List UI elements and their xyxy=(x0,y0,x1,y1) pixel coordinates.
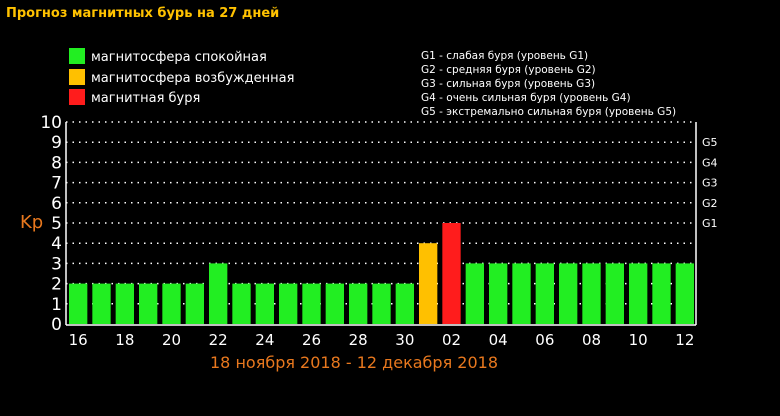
bar xyxy=(489,263,508,324)
legend-swatch-quiet xyxy=(69,48,85,64)
legend-label-quiet: магнитосфера спокойная xyxy=(91,50,267,65)
bar xyxy=(559,263,578,324)
legend-swatch-active xyxy=(69,69,85,85)
g-legend-g3: G3 - сильная буря (уровень G3) xyxy=(421,78,595,90)
y-tick-label: 7 xyxy=(51,174,62,194)
bar xyxy=(675,263,694,324)
bar xyxy=(162,283,181,324)
g-scale-legend: G1 - слабая буря (уровень G1) G2 - средн… xyxy=(421,50,676,118)
g-legend-g2: G2 - средняя буря (уровень G2) xyxy=(421,64,596,76)
g-level-label: G3 xyxy=(702,177,718,190)
x-tick-label: 12 xyxy=(675,331,694,349)
bar xyxy=(652,263,671,324)
bar xyxy=(185,283,204,324)
x-tick-label: 24 xyxy=(255,331,274,349)
bar xyxy=(325,283,344,324)
bar xyxy=(279,283,298,324)
gridlines xyxy=(66,121,696,305)
axes xyxy=(65,122,697,326)
y-tick-label: 0 xyxy=(51,315,62,335)
g-level-label: G1 xyxy=(702,217,718,230)
g-level-label: G5 xyxy=(702,136,718,149)
legend-label-active: магнитосфера возбужденная xyxy=(91,71,294,86)
bar xyxy=(512,263,531,324)
g-legend-g4: G4 - очень сильная буря (уровень G4) xyxy=(421,92,631,104)
x-tick-label: 06 xyxy=(535,331,554,349)
y-tick-label: 9 xyxy=(51,133,62,153)
g-level-labels: G1 G2 G3 G4 G5 xyxy=(702,136,718,230)
y-axis-label: Kp xyxy=(20,212,43,233)
bar xyxy=(419,243,438,324)
legend-swatch-storm xyxy=(69,89,85,105)
x-tick-label: 04 xyxy=(489,331,508,349)
bar xyxy=(442,223,461,324)
y-tick-label: 3 xyxy=(51,254,62,274)
y-tick-label: 10 xyxy=(40,113,62,133)
bars xyxy=(69,223,694,324)
x-tick-labels: 16 18 20 22 24 26 28 30 02 04 06 08 10 12 xyxy=(69,331,695,349)
y-tick-label: 6 xyxy=(51,194,62,214)
bar xyxy=(535,263,554,324)
chart-title: Прогноз магнитных бурь на 27 дней xyxy=(6,6,279,21)
bar xyxy=(115,283,134,324)
bar xyxy=(255,283,274,324)
bar xyxy=(582,263,601,324)
y-tick-label: 4 xyxy=(51,234,62,254)
x-tick-label: 22 xyxy=(209,331,228,349)
bar xyxy=(92,283,111,324)
y-tick-label: 5 xyxy=(51,214,62,234)
g-legend-g5: G5 - экстремально сильная буря (уровень … xyxy=(421,106,676,118)
x-tick-label: 02 xyxy=(442,331,461,349)
bar xyxy=(395,283,414,324)
g-level-label: G2 xyxy=(702,197,718,210)
y-tick-label: 8 xyxy=(51,153,62,173)
x-tick-label: 18 xyxy=(115,331,134,349)
bar xyxy=(139,283,158,324)
bar xyxy=(372,283,391,324)
x-tick-label: 26 xyxy=(302,331,321,349)
x-tick-label: 28 xyxy=(349,331,368,349)
x-tick-label: 16 xyxy=(69,331,88,349)
status-legend: магнитосфера спокойная магнитосфера возб… xyxy=(69,48,294,106)
bar xyxy=(69,283,88,324)
x-tick-label: 30 xyxy=(395,331,414,349)
x-tick-label: 20 xyxy=(162,331,181,349)
legend-label-storm: магнитная буря xyxy=(91,91,200,106)
bar xyxy=(605,263,624,324)
g-level-label: G4 xyxy=(702,156,718,169)
y-tick-label: 1 xyxy=(51,295,62,315)
bar xyxy=(629,263,648,324)
bar xyxy=(349,283,368,324)
bar xyxy=(465,263,484,324)
bar xyxy=(232,283,251,324)
bar xyxy=(302,283,321,324)
x-tick-label: 08 xyxy=(582,331,601,349)
y-tick-label: 2 xyxy=(51,275,62,295)
x-tick-label: 10 xyxy=(629,331,648,349)
g-legend-g1: G1 - слабая буря (уровень G1) xyxy=(421,50,588,62)
bar xyxy=(209,263,228,324)
date-range-label: 18 ноября 2018 - 12 декабря 2018 xyxy=(210,353,498,372)
